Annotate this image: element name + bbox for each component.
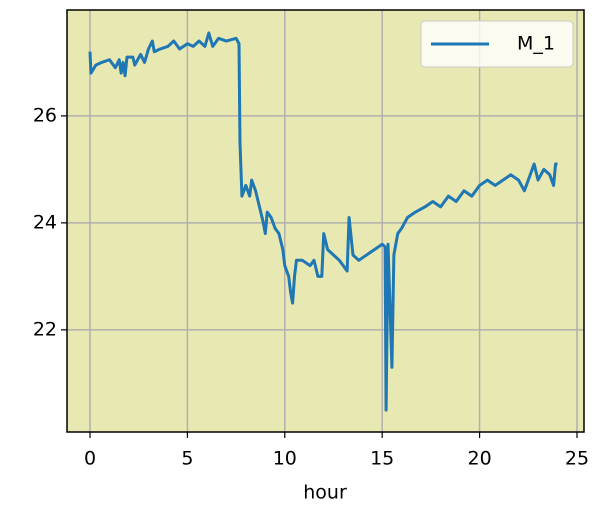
y-tick-label: 24 (33, 211, 57, 233)
x-tick-label: 20 (467, 448, 491, 470)
x-tick-label: 10 (273, 448, 297, 470)
x-tick-label: 25 (565, 448, 589, 470)
y-tick-label: 22 (33, 318, 57, 340)
x-tick-label: 15 (370, 448, 394, 470)
legend-label: M_1 (517, 33, 555, 55)
data-line (88, 31, 558, 412)
legend-box (420, 20, 574, 68)
plot-frame (66, 9, 585, 433)
y-tick-label: 26 (33, 104, 57, 126)
x-tick-label: 0 (84, 448, 96, 470)
plot-area (67, 10, 584, 432)
x-axis-label: hour (303, 482, 347, 504)
x-tick-label: 5 (181, 448, 193, 470)
